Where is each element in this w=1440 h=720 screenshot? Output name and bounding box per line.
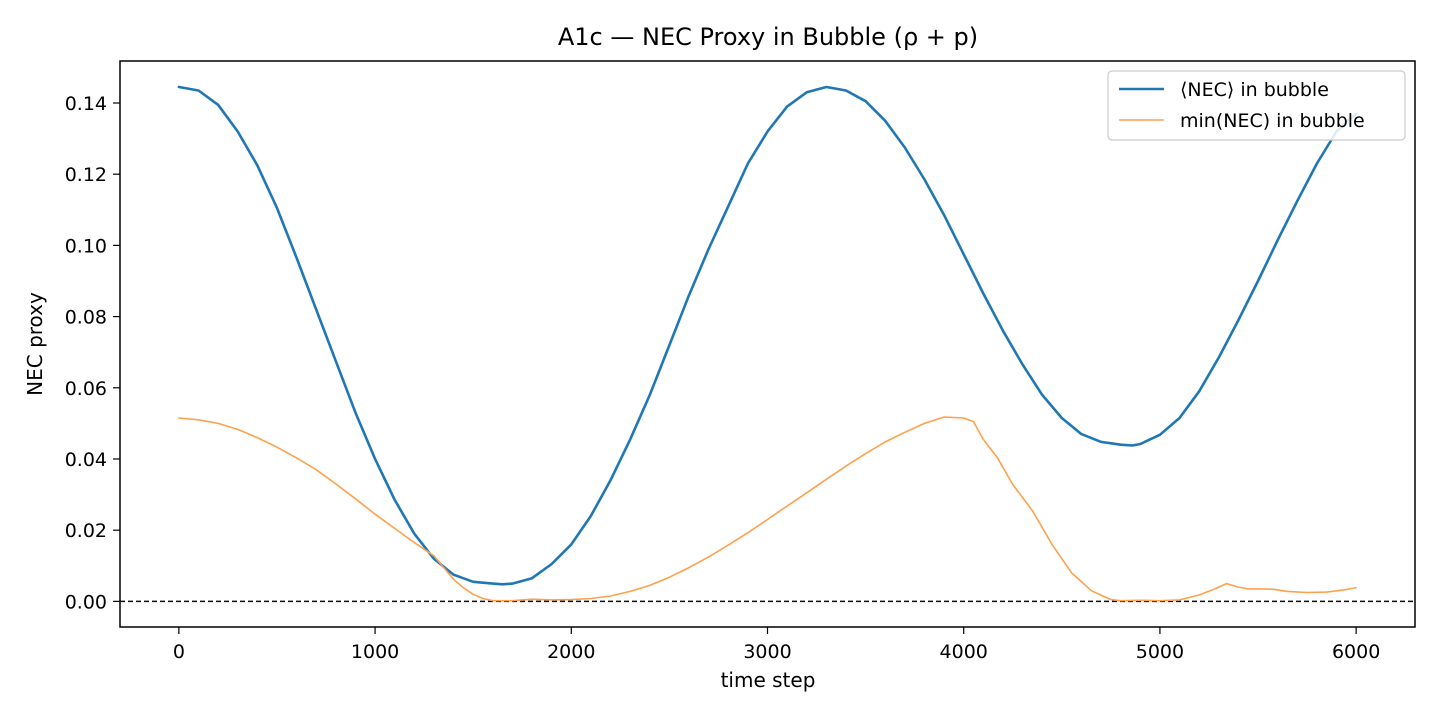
x-tick-label: 4000 — [940, 641, 988, 663]
series-line-2 — [178, 416, 1357, 602]
y-tick-label: 0.02 — [65, 520, 107, 542]
y-tick-label: 0.14 — [65, 93, 107, 115]
y-tick-label: 0.12 — [65, 164, 107, 186]
y-tick-label: 0.06 — [65, 378, 107, 400]
legend-label-2: min(NEC) in bubble — [1180, 110, 1365, 132]
x-tick-label: 5000 — [1136, 641, 1184, 663]
legend: ⟨NEC⟩ in bubble min(NEC) in bubble — [1107, 70, 1406, 141]
legend-box — [1107, 70, 1406, 141]
x-axis-label: time step — [721, 668, 816, 692]
axis-ticks: 0 1000 2000 3000 4000 5000 6000 0.00 0.02 0.04 0.0… — [65, 93, 1381, 663]
y-tick-label: 0.08 — [65, 307, 107, 329]
x-tick-label: 2000 — [547, 641, 595, 663]
legend-label-1: ⟨NEC⟩ in bubble — [1180, 79, 1329, 101]
y-tick-label: 0.00 — [65, 591, 107, 613]
series-line-1 — [177, 85, 1358, 586]
y-tick-label: 0.10 — [65, 235, 107, 257]
chart-title: A1c — NEC Proxy in Bubble (ρ + p) — [558, 23, 978, 51]
x-tick-label: 0 — [173, 641, 185, 663]
y-axis-label: NEC proxy — [23, 292, 47, 396]
x-tick-label: 1000 — [351, 641, 399, 663]
y-tick-label: 0.04 — [65, 449, 107, 471]
x-tick-label: 6000 — [1332, 641, 1380, 663]
x-tick-label: 3000 — [743, 641, 791, 663]
plot-area — [120, 85, 1415, 603]
